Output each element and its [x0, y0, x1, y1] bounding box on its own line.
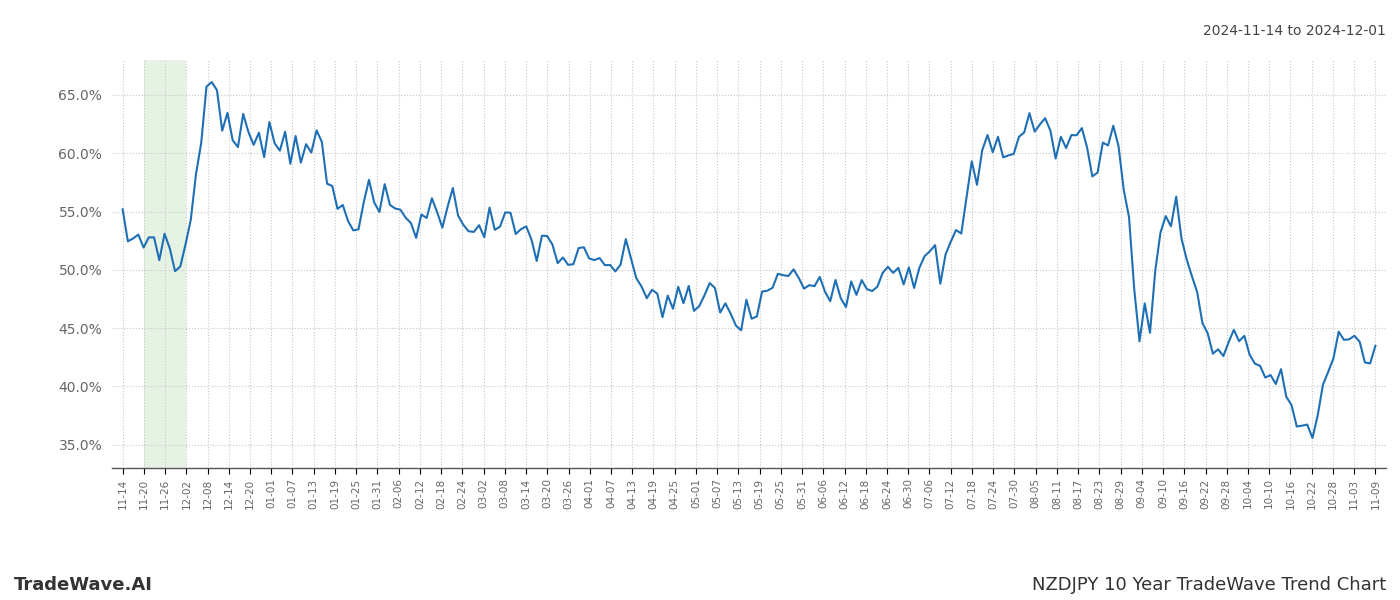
Text: NZDJPY 10 Year TradeWave Trend Chart: NZDJPY 10 Year TradeWave Trend Chart: [1032, 576, 1386, 594]
Text: 2024-11-14 to 2024-12-01: 2024-11-14 to 2024-12-01: [1203, 24, 1386, 38]
Bar: [144, 60, 186, 468]
Text: TradeWave.AI: TradeWave.AI: [14, 576, 153, 594]
